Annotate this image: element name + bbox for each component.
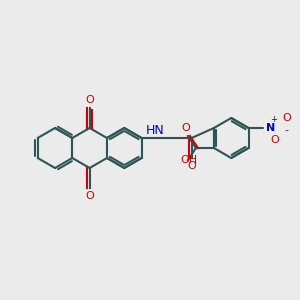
Text: O: O <box>187 161 196 171</box>
Text: HN: HN <box>146 124 165 137</box>
Text: -: - <box>285 125 289 135</box>
Text: O: O <box>283 113 291 123</box>
Text: O: O <box>85 95 94 105</box>
Text: OH: OH <box>180 155 197 165</box>
Text: O: O <box>85 191 94 201</box>
Text: N: N <box>266 123 275 133</box>
Text: +: + <box>270 116 277 124</box>
Text: O: O <box>182 123 190 133</box>
Text: O: O <box>271 135 279 145</box>
